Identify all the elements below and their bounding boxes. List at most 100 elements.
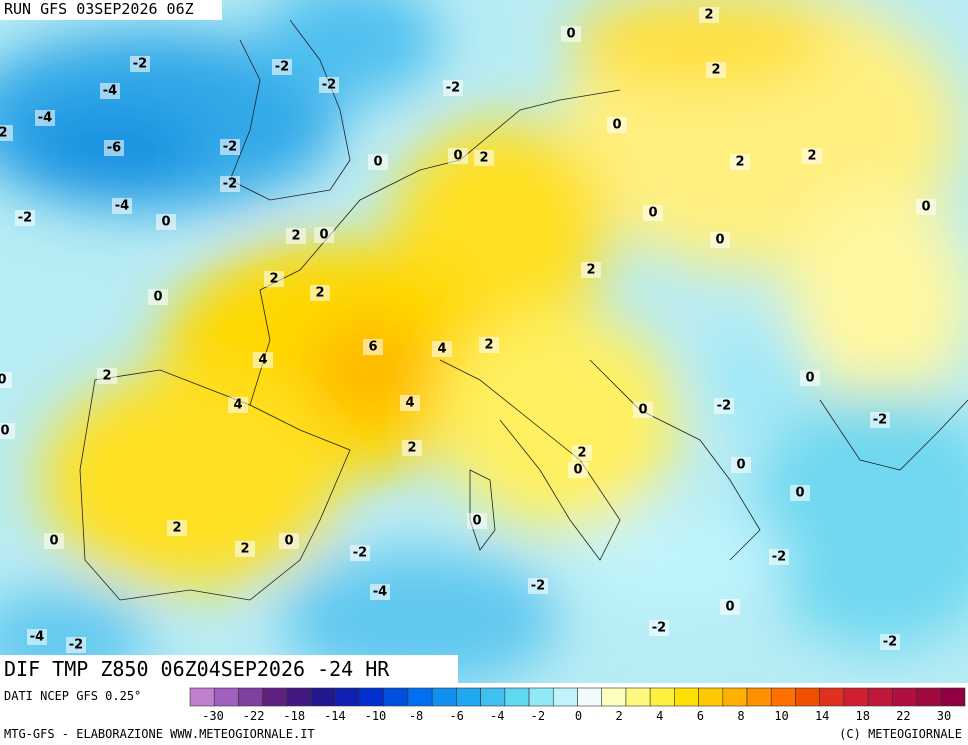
- label-box: [27, 629, 47, 645]
- contour-label: -2: [353, 546, 367, 561]
- colorbar-swatch: [335, 687, 360, 707]
- colorbar-swatch: [359, 687, 385, 707]
- contour-label: 0: [715, 233, 724, 248]
- contour-label: 2: [291, 229, 300, 244]
- contour-label: 2: [172, 521, 181, 536]
- colorbar-tick-label: -14: [324, 709, 346, 723]
- label-box: [800, 370, 820, 386]
- colorbar-tick-label: 18: [856, 709, 870, 723]
- contour-label: 2: [315, 286, 324, 301]
- label-box: [220, 139, 240, 155]
- colorbar-tick-label: 14: [815, 709, 829, 723]
- colorbar-swatch: [504, 687, 530, 707]
- source: DATI NCEP GFS 0.25°: [4, 689, 141, 703]
- contour-label: -4: [115, 199, 129, 214]
- contour-label: -2: [531, 579, 545, 594]
- label-box: [769, 549, 789, 565]
- label-box: [148, 289, 168, 305]
- label-box: [319, 77, 339, 93]
- contour-label: 0: [921, 200, 930, 215]
- label-box: [699, 7, 719, 23]
- colorbar-tick-label: -6: [449, 709, 463, 723]
- label-box: [100, 83, 120, 99]
- label-box: [370, 584, 390, 600]
- label-box: [731, 457, 751, 473]
- colorbar-tick-label: -10: [365, 709, 387, 723]
- label-box: [112, 198, 132, 214]
- colorbar-swatch: [601, 687, 627, 707]
- colorbar-swatch: [552, 687, 578, 707]
- contour-label: -2: [322, 78, 336, 93]
- contour-label: 2: [269, 272, 278, 287]
- contour-label: 4: [437, 342, 446, 357]
- contour-label: 2: [407, 441, 416, 456]
- label-box: [474, 150, 494, 166]
- label-box: [790, 485, 810, 501]
- colorbar-tick-label: -2: [531, 709, 545, 723]
- label-box: [649, 620, 669, 636]
- label-box: [130, 56, 150, 72]
- contour-label: -2: [883, 635, 897, 650]
- label-box: [448, 148, 468, 164]
- contour-label: 0: [161, 215, 170, 230]
- label-box: [714, 398, 734, 414]
- colorbar-tick-label: 30: [937, 709, 951, 723]
- colorbar-swatch: [286, 687, 312, 707]
- contour-label: 0: [0, 424, 9, 439]
- label-box: [286, 228, 306, 244]
- label-box: [66, 637, 86, 653]
- colorbar-tick-label: 8: [737, 709, 744, 723]
- credit-left: MTG-GFS - ELABORAZIONE WWW.METEOGIORNALE…: [4, 727, 315, 741]
- label-box: [228, 397, 248, 413]
- colorbar-swatch: [480, 687, 506, 707]
- colorbar-tick-label: 4: [656, 709, 663, 723]
- contour-label: 0: [49, 534, 58, 549]
- colorbar-swatch: [189, 687, 215, 707]
- contour-label: -2: [223, 140, 237, 155]
- label-box: [314, 227, 334, 243]
- contour-label: 0: [284, 534, 293, 549]
- contour-label: -2: [69, 638, 83, 653]
- label-box: [167, 520, 187, 536]
- label-box: [0, 372, 12, 388]
- contour-label: -4: [30, 630, 44, 645]
- contour-label: -4: [373, 585, 387, 600]
- credit-right: (C) METEOGIORNALE: [839, 727, 962, 741]
- contour-label: 2: [735, 155, 744, 170]
- label-box: [104, 140, 124, 156]
- contour-label: 0: [795, 486, 804, 501]
- contour-label: -2: [133, 57, 147, 72]
- colorbar-tick-label: 0: [575, 709, 582, 723]
- contour-label: -2: [717, 399, 731, 414]
- colorbar-swatch: [795, 687, 820, 707]
- colorbar-swatch: [383, 687, 409, 707]
- contour-label: 2: [586, 263, 595, 278]
- label-box: [253, 352, 273, 368]
- colorbar-swatch: [407, 687, 433, 707]
- label-box: [264, 271, 284, 287]
- contour-label: -2: [772, 550, 786, 565]
- contour-label: 0: [453, 149, 462, 164]
- colorbar-swatch: [892, 687, 917, 707]
- label-box: [572, 445, 592, 461]
- label-box: [607, 117, 627, 133]
- label-box: [633, 402, 653, 418]
- colorbar-tick-label: -4: [490, 709, 504, 723]
- contour-label: 0: [805, 371, 814, 386]
- label-box: [643, 205, 663, 221]
- colorbar-swatch: [528, 687, 554, 707]
- contour-label: 4: [405, 396, 414, 411]
- contour-label: -4: [38, 111, 52, 126]
- colorbar-tick-label: 10: [774, 709, 788, 723]
- colorbar-swatch: [843, 687, 869, 707]
- label-box: [279, 533, 299, 549]
- contour-labels: 2 0 -2 -2 2 -4 -2 -2 -4 2 0 -6 -2 0 0 2 2 2 -2 -4 -2 0 0 0 2 0 0 2 2…: [0, 7, 936, 653]
- colorbar-swatch: [625, 687, 651, 707]
- colorbar-swatch: [456, 687, 481, 707]
- contour-label: 0: [0, 373, 7, 388]
- label-box: [432, 341, 452, 357]
- contour-label: -2: [652, 621, 666, 636]
- contour-label: 0: [612, 118, 621, 133]
- label-box: [443, 80, 463, 96]
- colorbar-swatch: [867, 687, 893, 707]
